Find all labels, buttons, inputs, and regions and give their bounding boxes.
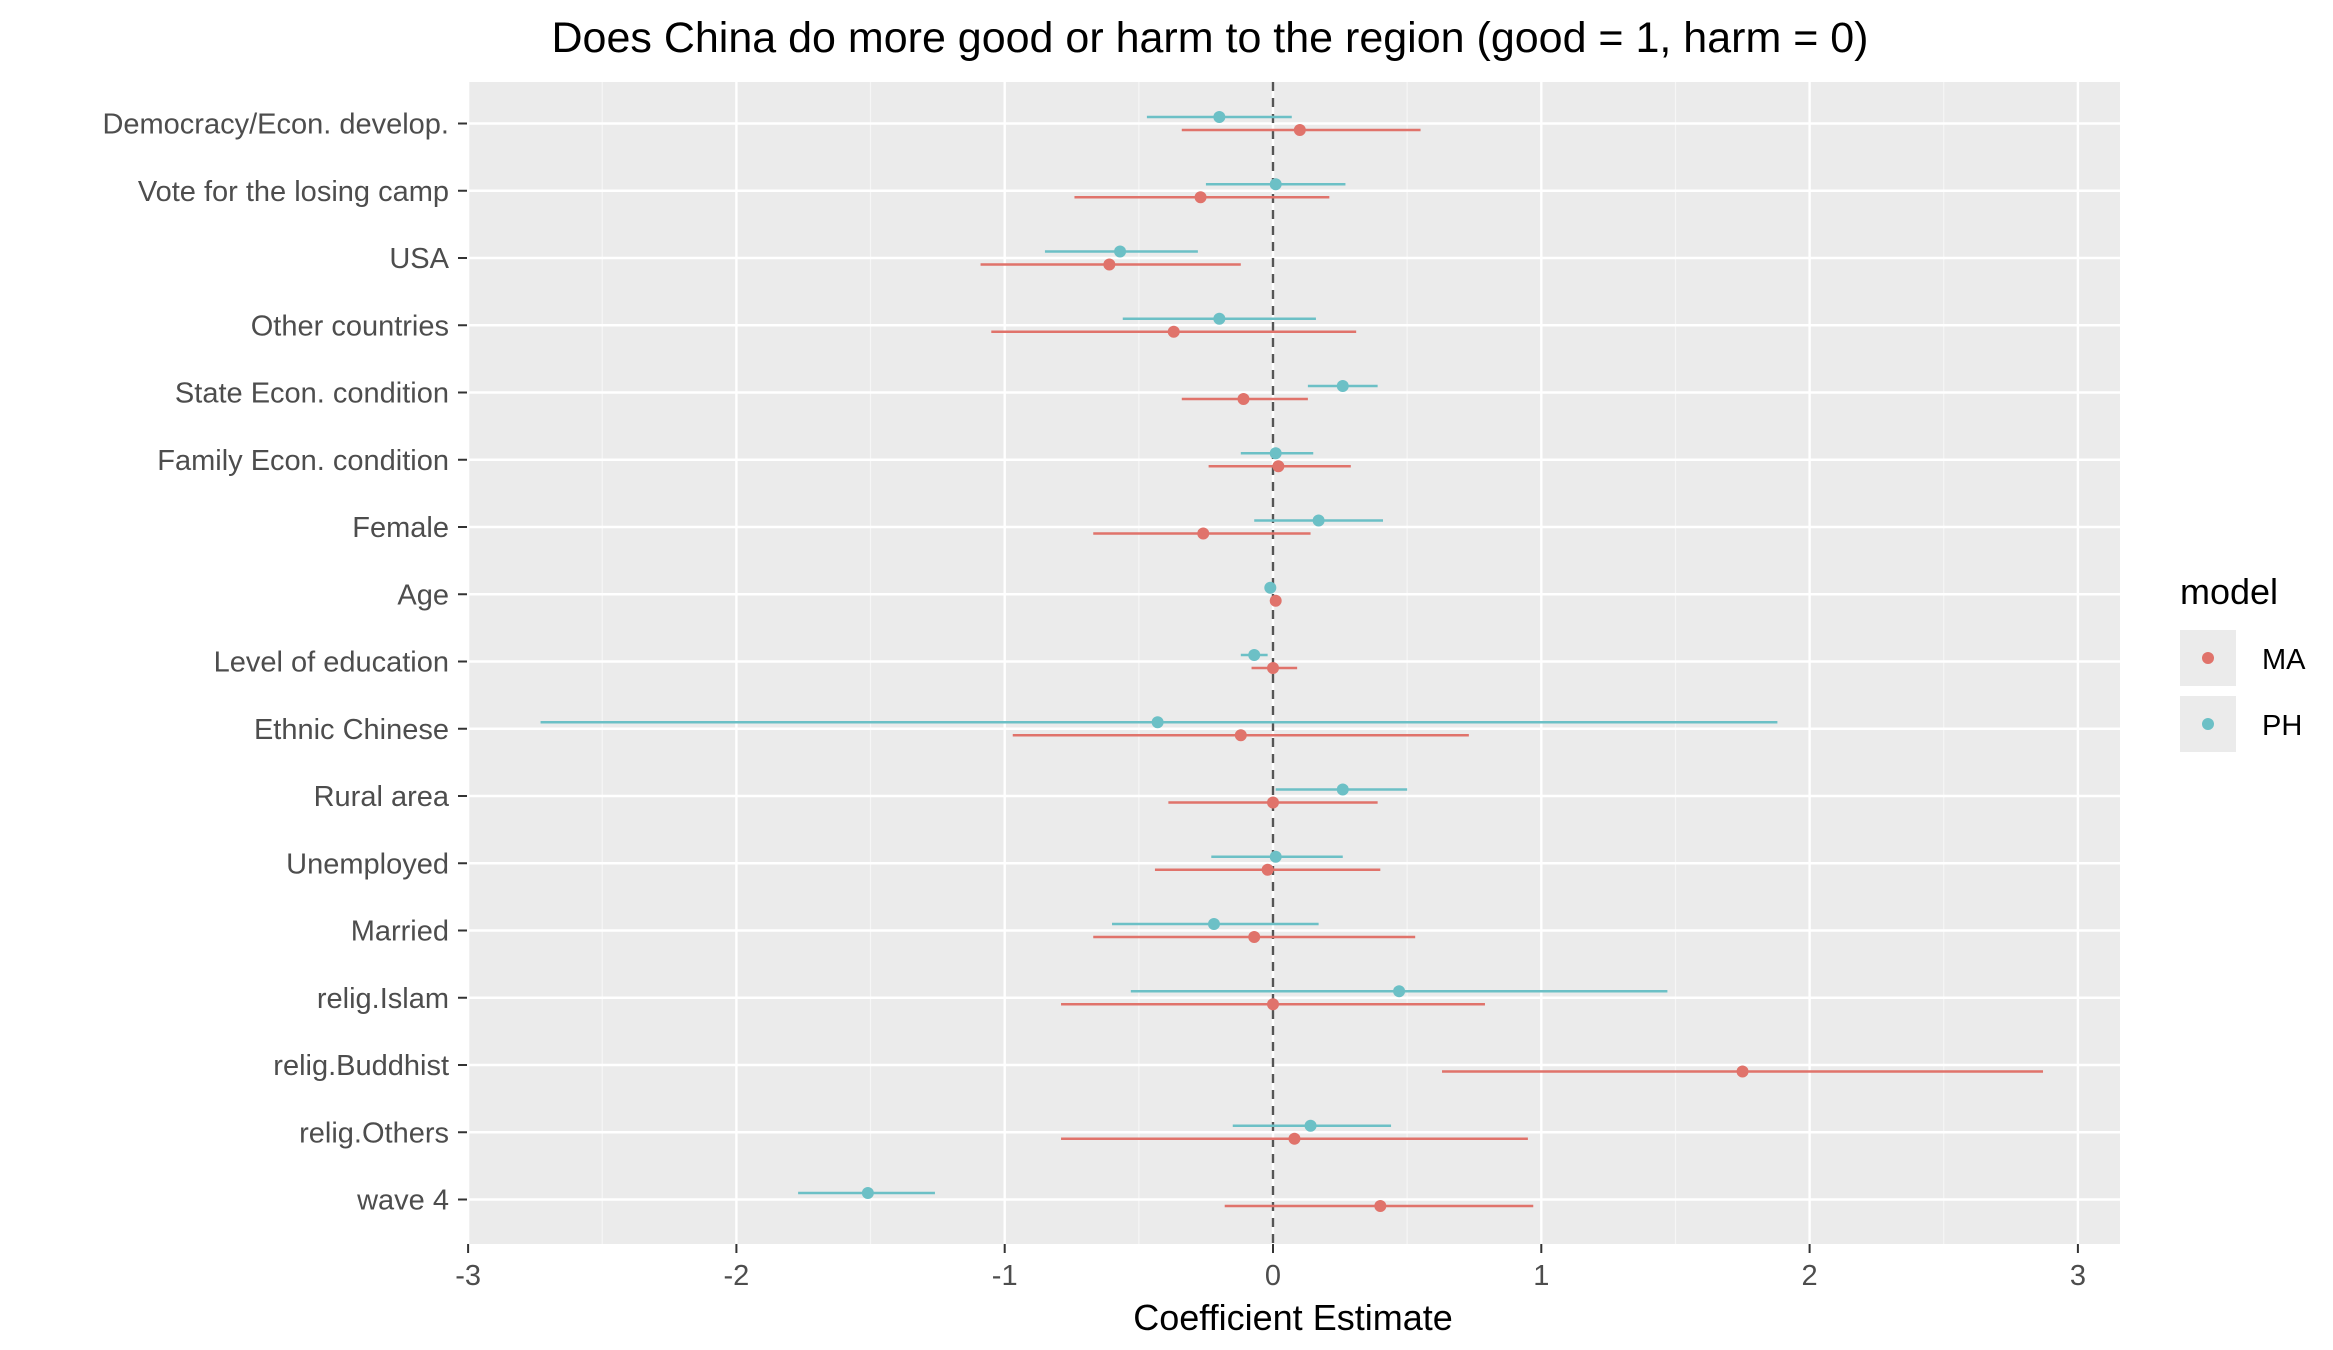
data-point bbox=[1194, 191, 1207, 204]
data-point bbox=[1312, 514, 1325, 527]
data-point bbox=[1374, 1200, 1387, 1212]
legend-key-ph bbox=[2202, 718, 2214, 730]
data-point bbox=[1736, 1065, 1749, 1078]
data-point bbox=[1272, 460, 1285, 473]
data-point bbox=[1248, 649, 1261, 661]
y-tick-label: Married bbox=[351, 916, 449, 948]
data-point bbox=[1269, 850, 1282, 863]
y-tick-label: Vote for the losing camp bbox=[138, 176, 449, 208]
data-point bbox=[1237, 393, 1250, 405]
grid-major bbox=[466, 82, 2120, 1244]
legend: model MA PH bbox=[2180, 571, 2306, 752]
data-point bbox=[1304, 1119, 1317, 1132]
data-point bbox=[1393, 985, 1406, 998]
y-tick-label: relig.Buddhist bbox=[273, 1050, 449, 1082]
plot-panel bbox=[467, 82, 2120, 1244]
data-point bbox=[1293, 124, 1306, 136]
grid-minor bbox=[601, 82, 1945, 1244]
y-tick-label: Democracy/Econ. develop. bbox=[102, 109, 449, 141]
data-point bbox=[1213, 111, 1226, 123]
x-axis: -3 -2 -1 0 1 2 3 bbox=[455, 1244, 2086, 1292]
data-point bbox=[1269, 178, 1282, 191]
data-point bbox=[1248, 931, 1261, 943]
legend-key-ma bbox=[2202, 652, 2214, 664]
chart-title: Does China do more good or harm to the r… bbox=[551, 14, 1868, 62]
x-axis-title: Coefficient Estimate bbox=[1133, 1297, 1452, 1338]
data-point bbox=[1336, 380, 1349, 392]
y-tick-label: Rural area bbox=[314, 781, 450, 813]
data-point bbox=[1234, 729, 1247, 742]
y-tick-label: Ethnic Chinese bbox=[254, 714, 449, 746]
data-point bbox=[1213, 312, 1226, 325]
data-point bbox=[1207, 918, 1220, 930]
data-point bbox=[1267, 662, 1279, 674]
series-ma bbox=[980, 124, 2044, 1212]
legend-label-ma: MA bbox=[2262, 644, 2306, 676]
legend-label-ph: PH bbox=[2262, 710, 2302, 742]
x-tick-label: -2 bbox=[724, 1260, 750, 1292]
y-tick-label: wave 4 bbox=[356, 1185, 449, 1217]
x-tick-label: 2 bbox=[1802, 1260, 1818, 1292]
x-tick-label: -1 bbox=[992, 1260, 1018, 1292]
data-point bbox=[1103, 258, 1116, 271]
x-tick-label: 3 bbox=[2070, 1260, 2086, 1292]
data-point bbox=[1167, 325, 1180, 338]
y-axis: Democracy/Econ. develop. Vote for the los… bbox=[102, 109, 467, 1217]
data-point bbox=[1269, 447, 1282, 460]
series-layer bbox=[540, 111, 2044, 1212]
series-ph bbox=[540, 111, 1778, 1199]
y-tick-label: relig.Islam bbox=[317, 983, 449, 1015]
y-tick-label: Level of education bbox=[214, 647, 449, 679]
data-point bbox=[1151, 716, 1164, 729]
data-point bbox=[1264, 581, 1277, 594]
y-tick-label: Family Econ. condition bbox=[157, 445, 449, 477]
y-tick-label: relig.Others bbox=[299, 1117, 449, 1149]
data-point bbox=[1267, 796, 1279, 809]
y-tick-label: Female bbox=[352, 512, 449, 544]
y-tick-label: Age bbox=[397, 579, 449, 611]
y-tick-label: State Econ. condition bbox=[175, 378, 449, 410]
x-tick-label: -3 bbox=[455, 1260, 481, 1292]
y-tick-label: Unemployed bbox=[286, 848, 449, 880]
data-point bbox=[1336, 783, 1349, 796]
data-point bbox=[1261, 863, 1274, 876]
x-tick-label: 0 bbox=[1265, 1260, 1281, 1292]
data-point bbox=[1267, 998, 1279, 1011]
y-tick-label: Other countries bbox=[251, 310, 449, 342]
x-tick-label: 1 bbox=[1533, 1260, 1549, 1292]
data-point bbox=[1114, 245, 1127, 258]
data-point bbox=[1269, 594, 1282, 607]
data-point bbox=[1288, 1132, 1301, 1145]
data-point bbox=[1197, 527, 1210, 540]
legend-title: model bbox=[2180, 571, 2278, 612]
y-tick-label: USA bbox=[389, 243, 449, 275]
data-point bbox=[861, 1187, 874, 1199]
